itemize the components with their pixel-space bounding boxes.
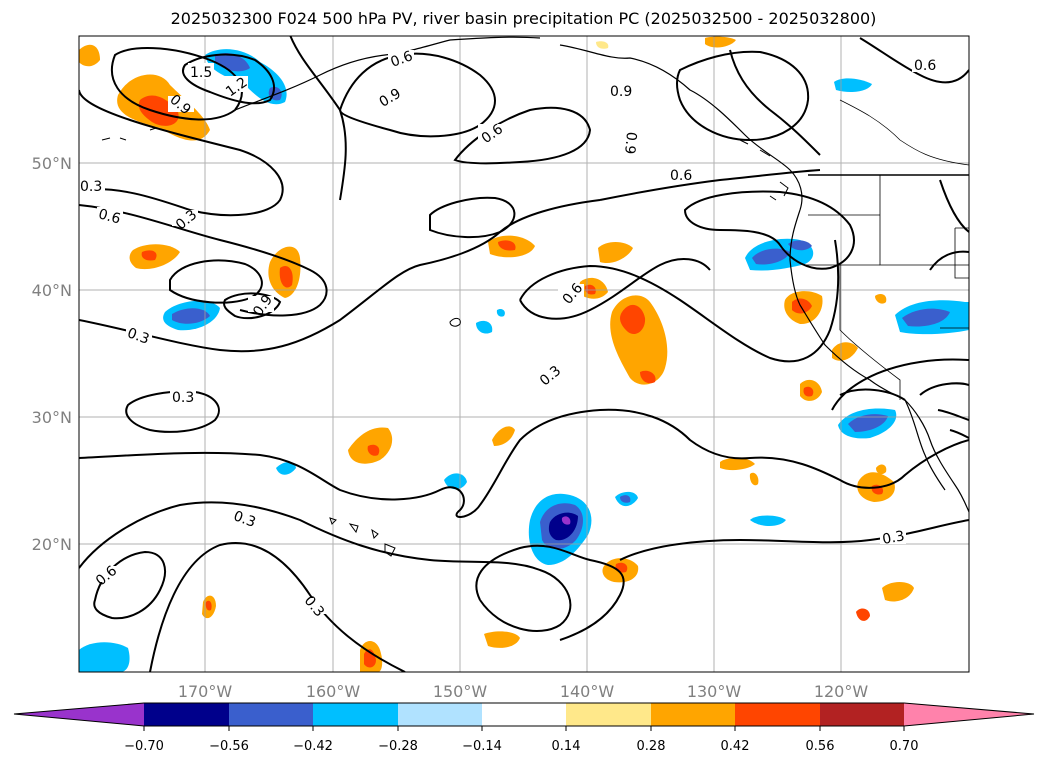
precip-blob	[484, 631, 520, 648]
colorbar-tick: 0.14	[552, 739, 581, 754]
lat-label: 30°N	[32, 408, 72, 427]
lon-label: 160°W	[306, 682, 361, 701]
precip-blob	[876, 464, 887, 475]
lon-label: 130°W	[687, 682, 742, 701]
precip-blob	[620, 304, 646, 335]
precip-blob	[496, 308, 505, 317]
precip-blob	[598, 242, 633, 264]
precip-blob	[792, 298, 812, 314]
precip-blob	[788, 240, 812, 251]
precip-blob	[875, 294, 887, 304]
gridlines	[79, 36, 969, 672]
precip-blob	[848, 414, 888, 432]
precip-blob	[141, 250, 157, 261]
colorbar-bin	[566, 703, 651, 726]
precip-blob	[79, 642, 130, 672]
colorbar-tick: −0.70	[124, 739, 164, 754]
lat-labels: 50°N 40°N 30°N 20°N	[32, 154, 72, 554]
precip-blob	[749, 472, 759, 486]
colorbar-over	[904, 703, 1034, 726]
precip-blob	[444, 473, 467, 490]
precip-blob	[640, 370, 656, 384]
precip-blob	[276, 462, 296, 475]
colorbar-tick: −0.28	[378, 739, 418, 754]
precip-blob	[498, 240, 516, 251]
lon-label: 140°W	[560, 682, 615, 701]
colorbar-bin	[398, 703, 482, 726]
contour-label: 0.3	[881, 528, 906, 548]
lat-label: 20°N	[32, 535, 72, 554]
colorbar-tick: 0.70	[890, 739, 919, 754]
precip-blob	[172, 308, 210, 324]
contour-label: 0.6	[670, 168, 692, 184]
lat-label: 40°N	[32, 281, 72, 300]
precip-blob	[752, 248, 790, 265]
precip-blob	[279, 265, 293, 288]
precip-blob	[79, 44, 100, 67]
contour-label: 0.3	[172, 390, 194, 406]
precip-blob	[596, 41, 609, 49]
contour-label: 0.3	[125, 325, 151, 348]
colorbar-bin	[144, 703, 229, 726]
contour-label: 0.6	[97, 206, 123, 227]
precip-blob	[492, 426, 515, 446]
precip-blob	[882, 582, 914, 602]
precip-blob	[856, 608, 870, 621]
figure-title: 2025032300 F024 500 hPa PV, river basin …	[170, 9, 877, 28]
lat-label: 50°N	[32, 154, 72, 173]
contour-label: 0.9	[610, 84, 632, 100]
lon-label: 150°W	[433, 682, 488, 701]
lon-labels: 170°W 160°W 150°W 140°W 130°W 120°W	[178, 682, 869, 701]
colorbar-bin	[735, 703, 820, 726]
colorbar-tick: −0.56	[209, 739, 249, 754]
precip-blob	[834, 78, 872, 92]
colorbar-bin	[313, 703, 398, 726]
precip-blob	[720, 457, 755, 471]
contour-label: 0.3	[231, 508, 257, 531]
contour-label: 0.6	[389, 48, 415, 71]
precip-blob	[803, 386, 814, 397]
colorbar-bin	[820, 703, 904, 726]
precip-blob	[367, 444, 380, 456]
contour-label: 0.9	[621, 131, 639, 155]
colorbar: −0.70 −0.56 −0.42 −0.28 −0.14 0.14 0.28 …	[13, 702, 1035, 754]
contour-label: 0.3	[80, 179, 102, 195]
map-frame	[78, 35, 970, 673]
lon-label: 120°W	[814, 682, 869, 701]
colorbar-tick: −0.42	[293, 739, 333, 754]
colorbar-tick: 0.56	[806, 739, 835, 754]
colorbar-bin	[482, 703, 566, 726]
contour-label: 1.5	[190, 65, 212, 81]
pv-contours	[79, 36, 969, 672]
precip-blob	[750, 515, 786, 526]
precip-blob	[902, 308, 950, 327]
precip-blob	[476, 320, 493, 334]
colorbar-bin	[229, 703, 313, 726]
coastlines	[101, 36, 969, 557]
contour-label: 0.6	[914, 58, 936, 74]
precip-blob	[205, 600, 212, 611]
precip-blob	[561, 516, 571, 525]
colorbar-bin	[651, 703, 735, 726]
colorbar-under	[14, 703, 144, 726]
lon-label: 170°W	[178, 682, 233, 701]
precip-blob	[620, 495, 631, 503]
precip-blob	[548, 512, 578, 541]
colorbar-tick: 0.42	[721, 739, 750, 754]
colorbar-tick: 0.28	[637, 739, 666, 754]
precip-blob	[832, 342, 858, 361]
precip-blob	[705, 36, 736, 48]
colorbar-tick: −0.14	[462, 739, 502, 754]
